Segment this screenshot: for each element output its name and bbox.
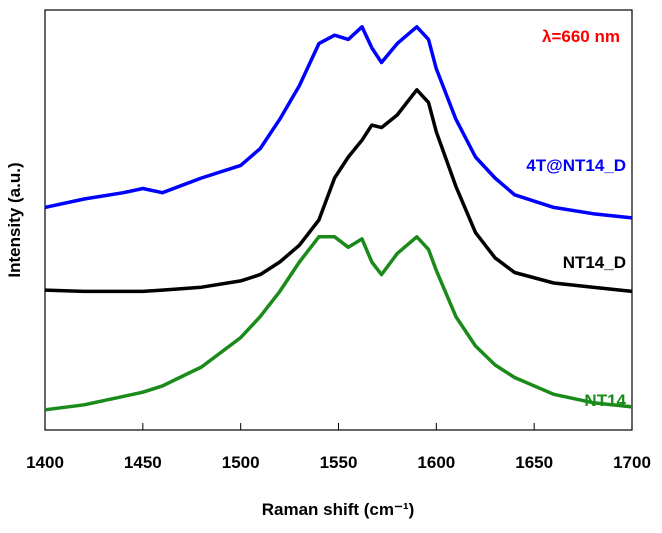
series-line xyxy=(44,235,633,412)
series-line xyxy=(44,88,633,294)
x-tick-label: 1550 xyxy=(320,453,358,472)
x-tick-label: 1500 xyxy=(222,453,260,472)
series-label: NT14 xyxy=(584,391,626,410)
annotation: λ=660 nm xyxy=(542,27,620,46)
x-tick-label: 1600 xyxy=(417,453,455,472)
x-axis-label: Raman shift (cm⁻¹) xyxy=(262,500,415,519)
y-axis-label: Intensity (a.u.) xyxy=(5,162,24,277)
series-label: 4T@NT14_D xyxy=(526,156,626,175)
x-tick-label: 1650 xyxy=(515,453,553,472)
series-line xyxy=(44,25,633,220)
x-tick-label: 1700 xyxy=(613,453,651,472)
x-tick-label: 1400 xyxy=(26,453,64,472)
series-label: NT14_D xyxy=(563,253,626,272)
x-tick-label: 1450 xyxy=(124,453,162,472)
plot-frame xyxy=(44,9,633,431)
